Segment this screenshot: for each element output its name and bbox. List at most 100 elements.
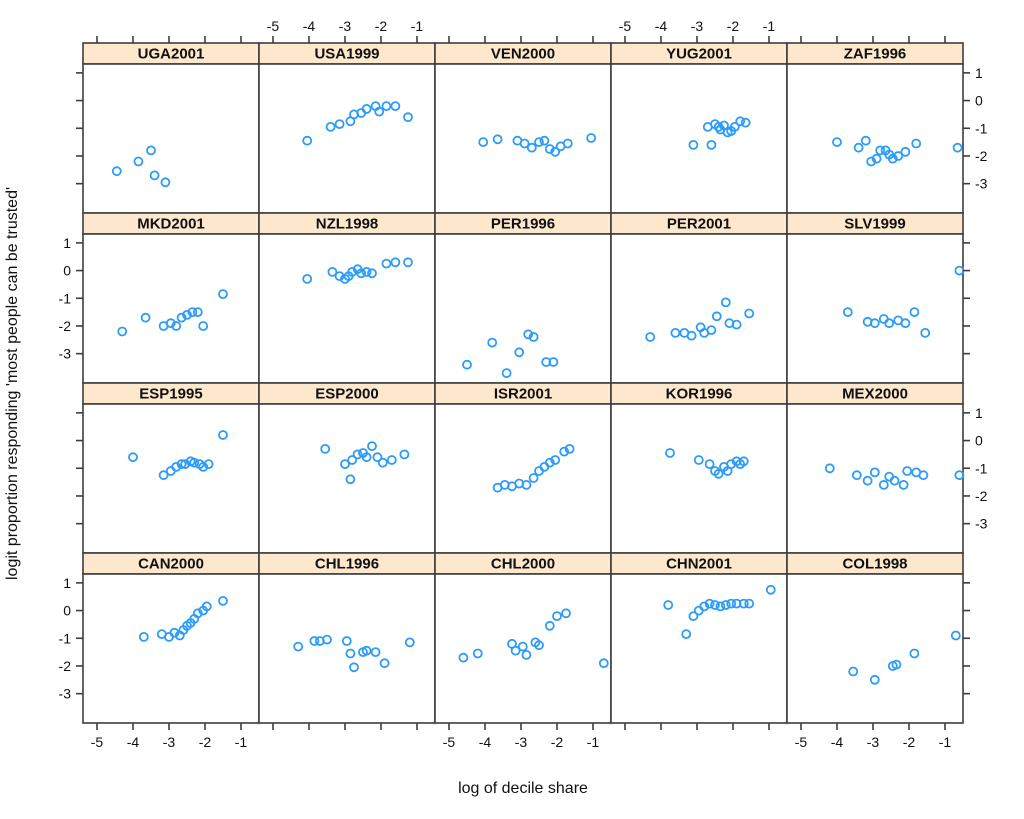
panel-plot-area bbox=[786, 403, 964, 554]
data-point bbox=[327, 266, 338, 277]
panel-plot-area bbox=[786, 63, 964, 214]
panel-plot-area bbox=[610, 573, 788, 724]
data-point bbox=[201, 601, 212, 612]
data-point bbox=[528, 332, 539, 342]
axis-tick-label: -2 bbox=[975, 148, 988, 164]
panel-plot-area bbox=[82, 233, 260, 384]
panel-strip-label: MKD2001 bbox=[137, 216, 205, 233]
axis-tick-label: -1 bbox=[235, 734, 248, 750]
data-point bbox=[909, 307, 920, 318]
axis-tick-label: -5 bbox=[267, 18, 280, 34]
data-point bbox=[875, 145, 886, 156]
axis-tick-label: -1 bbox=[411, 18, 424, 34]
axis-tick-label: -1 bbox=[939, 734, 952, 750]
data-point bbox=[111, 166, 122, 177]
data-point bbox=[715, 601, 726, 612]
panel-strip-label: SLV1999 bbox=[844, 216, 905, 233]
panel-CHL1996: CHL1996 bbox=[258, 552, 436, 724]
data-point bbox=[686, 330, 697, 341]
axis-tick-label: 1 bbox=[975, 65, 983, 81]
data-point bbox=[128, 452, 138, 463]
axis-tick-label: -4 bbox=[655, 18, 668, 34]
axis-tick-label: -3 bbox=[163, 734, 176, 750]
data-point bbox=[539, 135, 550, 146]
data-point bbox=[293, 641, 304, 652]
data-point bbox=[501, 368, 512, 379]
data-point bbox=[952, 142, 963, 153]
data-point bbox=[372, 452, 383, 463]
data-point bbox=[514, 347, 525, 358]
data-point bbox=[729, 122, 740, 132]
data-point bbox=[399, 449, 410, 460]
panel-strip-label: UGA2001 bbox=[138, 46, 205, 63]
panel-strip-label: VEN2000 bbox=[491, 46, 555, 63]
data-point bbox=[404, 637, 415, 648]
axis-tick-label: -5 bbox=[443, 734, 456, 750]
panel-plot-area bbox=[82, 403, 260, 554]
data-point bbox=[374, 106, 385, 117]
axis-tick-label: 1 bbox=[63, 235, 71, 251]
axis-tick-label: -1 bbox=[59, 630, 72, 646]
data-point bbox=[710, 600, 720, 610]
data-point bbox=[519, 138, 530, 149]
data-point bbox=[738, 456, 749, 467]
panel-strip-label: CAN2000 bbox=[138, 556, 204, 573]
panel-VEN2000: VEN2000 bbox=[434, 42, 612, 214]
panel-SLV1999: SLV1999 bbox=[786, 212, 965, 384]
data-point bbox=[521, 650, 532, 660]
data-point bbox=[824, 463, 835, 474]
data-point bbox=[893, 151, 904, 161]
axis-tick-label: -1 bbox=[59, 290, 72, 306]
panel-strip-label: ISR2001 bbox=[494, 386, 552, 403]
axis-tick-label: -2 bbox=[59, 658, 72, 674]
data-point bbox=[472, 648, 483, 659]
data-point bbox=[367, 441, 377, 452]
data-point bbox=[544, 620, 555, 631]
panel-plot-area bbox=[786, 573, 964, 724]
data-point bbox=[171, 321, 182, 331]
data-point bbox=[345, 648, 356, 659]
panel-USA1999: USA1999 bbox=[258, 42, 436, 214]
data-point bbox=[900, 318, 911, 329]
panel-strip-label: PER1996 bbox=[491, 216, 555, 233]
data-point bbox=[559, 446, 570, 457]
data-point bbox=[334, 271, 345, 282]
axis-tick-label: -2 bbox=[375, 18, 388, 34]
panel-plot-area bbox=[434, 403, 612, 554]
data-point bbox=[735, 116, 746, 127]
data-point bbox=[920, 327, 931, 338]
panel-strip-label: USA1999 bbox=[314, 46, 379, 63]
panel-plot-area bbox=[786, 233, 964, 384]
data-point bbox=[517, 641, 528, 652]
data-point bbox=[909, 648, 920, 659]
data-point bbox=[884, 318, 895, 329]
axis-tick-label: -3 bbox=[867, 734, 880, 750]
axis-tick-label: -3 bbox=[515, 734, 528, 750]
data-point bbox=[169, 627, 180, 638]
data-point bbox=[699, 601, 710, 612]
data-point bbox=[302, 135, 313, 146]
axis-tick-label: -4 bbox=[831, 734, 844, 750]
panel-plot-area bbox=[258, 63, 436, 214]
data-point bbox=[744, 308, 755, 319]
panel-COL1998: COL1998 bbox=[786, 552, 964, 724]
panel-plot-area bbox=[82, 63, 260, 214]
axis-tick-label: -2 bbox=[727, 18, 740, 34]
data-point bbox=[361, 645, 372, 656]
panel-ESP1995: ESP1995 bbox=[82, 382, 260, 554]
axis-tick-label: -2 bbox=[903, 734, 916, 750]
data-point bbox=[832, 137, 842, 148]
data-point bbox=[869, 318, 880, 329]
panel-PER2001: PER2001 bbox=[610, 212, 788, 384]
panel-CHN2001: CHN2001 bbox=[610, 552, 788, 724]
data-point bbox=[187, 307, 198, 318]
data-point bbox=[681, 629, 692, 639]
data-point bbox=[345, 474, 356, 485]
data-point bbox=[487, 337, 498, 348]
panel-plot-area bbox=[434, 233, 612, 384]
panel-strip-label: ZAF1996 bbox=[844, 46, 907, 63]
data-point bbox=[848, 666, 859, 677]
panel-strip-label: NZL1998 bbox=[316, 216, 379, 233]
data-point bbox=[347, 455, 358, 465]
data-point bbox=[180, 459, 191, 470]
